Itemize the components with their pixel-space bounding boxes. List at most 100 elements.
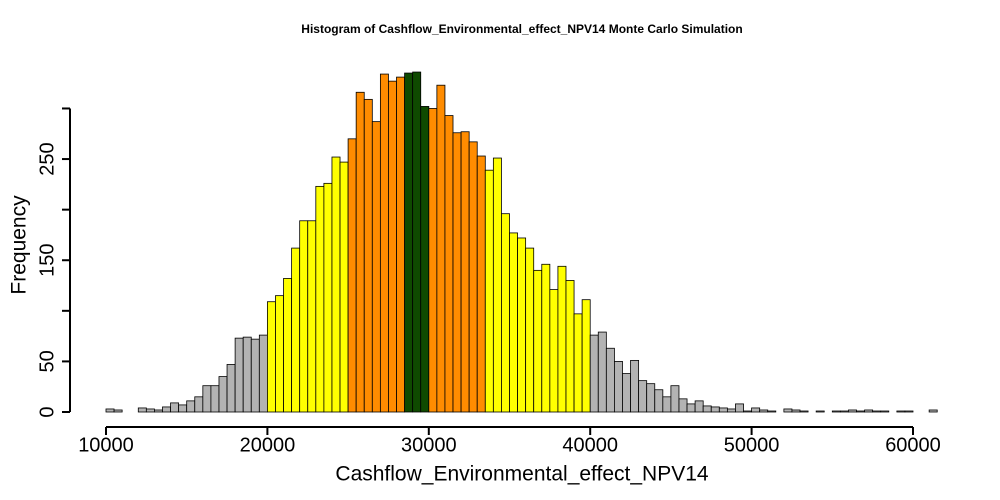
chart-title: Histogram of Cashflow_Environmental_effe… bbox=[301, 22, 742, 36]
bar bbox=[726, 408, 736, 413]
bar bbox=[484, 169, 494, 413]
bar bbox=[735, 403, 744, 413]
bar bbox=[686, 403, 696, 413]
bar bbox=[549, 289, 559, 413]
bar bbox=[710, 406, 720, 413]
bar bbox=[170, 402, 180, 413]
bar bbox=[154, 409, 163, 413]
bar bbox=[614, 361, 623, 413]
bar bbox=[363, 98, 373, 413]
bar bbox=[194, 396, 204, 413]
bar bbox=[751, 407, 761, 413]
bar bbox=[541, 263, 551, 413]
bar bbox=[105, 408, 115, 413]
bar bbox=[799, 410, 809, 413]
bar bbox=[928, 409, 938, 413]
bar bbox=[468, 141, 478, 413]
bar bbox=[791, 409, 801, 413]
bar bbox=[839, 410, 849, 413]
bar bbox=[872, 410, 882, 413]
bar bbox=[638, 380, 648, 413]
bar bbox=[525, 247, 535, 413]
bar bbox=[630, 359, 640, 413]
bar bbox=[412, 71, 422, 413]
bar bbox=[420, 106, 430, 413]
x-axis-label: Cashflow_Environmental_effect_NPV14 bbox=[335, 463, 708, 486]
bar bbox=[654, 389, 664, 413]
bar bbox=[896, 410, 906, 413]
bar bbox=[831, 410, 841, 413]
bar bbox=[678, 398, 688, 413]
bar bbox=[815, 410, 825, 413]
bar bbox=[218, 376, 228, 413]
bar bbox=[864, 409, 874, 413]
bar bbox=[573, 313, 583, 413]
bar bbox=[718, 407, 728, 413]
bar bbox=[589, 334, 599, 413]
bar bbox=[848, 409, 857, 413]
bar bbox=[428, 108, 438, 413]
bar bbox=[266, 301, 276, 413]
bar bbox=[202, 385, 212, 413]
y-tick-label: 250 bbox=[36, 142, 58, 175]
bar bbox=[517, 237, 527, 413]
bar bbox=[275, 295, 284, 413]
bar bbox=[347, 138, 357, 413]
bar bbox=[315, 185, 325, 413]
bar bbox=[242, 336, 252, 413]
bar bbox=[880, 410, 890, 413]
y-tick-label: 50 bbox=[36, 350, 58, 372]
bar bbox=[113, 409, 123, 413]
x-tick-label: 30000 bbox=[401, 434, 457, 456]
bar bbox=[670, 385, 680, 413]
bar bbox=[250, 338, 260, 413]
bar bbox=[396, 76, 405, 413]
bar bbox=[759, 409, 769, 413]
bar bbox=[694, 400, 704, 413]
bar bbox=[371, 121, 381, 413]
bar bbox=[767, 410, 777, 413]
x-tick-label: 10000 bbox=[78, 434, 134, 456]
bar bbox=[145, 408, 155, 413]
bar bbox=[444, 115, 454, 413]
bar bbox=[492, 157, 502, 413]
bar bbox=[743, 410, 753, 413]
bar bbox=[783, 408, 793, 413]
bar bbox=[186, 400, 196, 413]
bar bbox=[662, 396, 672, 413]
bar bbox=[557, 265, 567, 413]
x-tick-label: 60000 bbox=[885, 434, 941, 456]
bar bbox=[379, 73, 389, 413]
bar bbox=[339, 161, 349, 413]
bar bbox=[331, 156, 341, 413]
bar bbox=[605, 347, 615, 413]
bar bbox=[291, 247, 301, 413]
y-tick-label: 0 bbox=[36, 406, 58, 417]
bar bbox=[137, 407, 147, 413]
x-tick-label: 20000 bbox=[240, 434, 296, 456]
bar bbox=[404, 72, 414, 413]
bar bbox=[856, 410, 865, 413]
bar bbox=[388, 80, 397, 413]
bar bbox=[509, 232, 518, 413]
bar bbox=[210, 385, 220, 413]
bar bbox=[226, 364, 236, 413]
bar bbox=[476, 155, 486, 413]
bar bbox=[622, 373, 631, 413]
bar bbox=[565, 280, 575, 413]
bar bbox=[299, 220, 309, 413]
bar bbox=[234, 337, 244, 413]
y-axis-label: Frequency bbox=[8, 195, 31, 295]
bar bbox=[646, 383, 656, 413]
bar bbox=[452, 132, 462, 413]
y-tick-label: 150 bbox=[36, 244, 58, 277]
bar bbox=[702, 405, 712, 413]
bar bbox=[258, 334, 268, 413]
x-tick-label: 50000 bbox=[724, 434, 780, 456]
bar bbox=[355, 91, 365, 413]
bar bbox=[323, 182, 333, 413]
bar bbox=[436, 84, 446, 413]
bar bbox=[501, 213, 510, 413]
bar bbox=[283, 278, 293, 413]
